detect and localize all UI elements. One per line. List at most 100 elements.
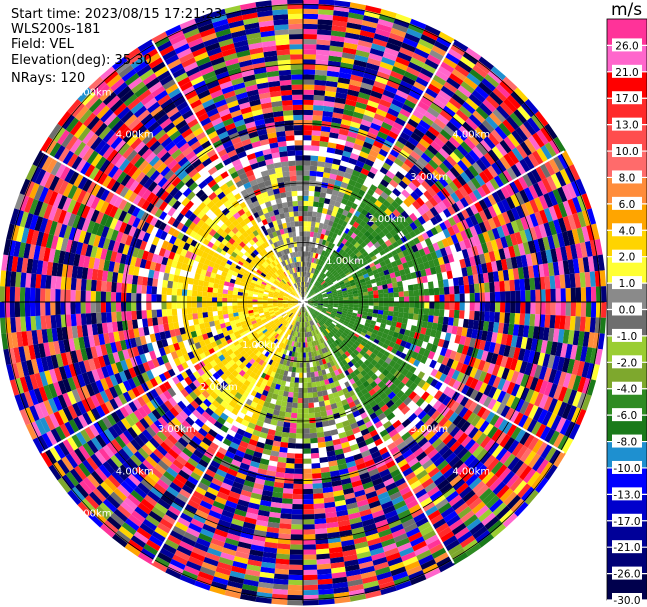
velocity-gate xyxy=(368,149,379,158)
velocity-gate xyxy=(306,367,311,373)
velocity-gate xyxy=(382,314,388,320)
velocity-gate xyxy=(449,302,455,310)
velocity-gate xyxy=(502,420,514,435)
velocity-gate xyxy=(306,282,310,288)
velocity-gate xyxy=(373,298,379,302)
velocity-gate xyxy=(517,243,526,256)
velocity-gate xyxy=(343,294,349,298)
velocity-gate xyxy=(324,198,331,205)
velocity-gate xyxy=(443,81,458,94)
velocity-gate xyxy=(288,569,303,576)
velocity-gate xyxy=(308,262,312,268)
velocity-gate xyxy=(330,314,336,319)
velocity-gate xyxy=(522,266,530,279)
velocity-gate xyxy=(282,426,290,433)
velocity-gate xyxy=(508,346,516,359)
velocity-gate xyxy=(423,261,430,270)
velocity-gate xyxy=(385,42,401,52)
velocity-gate xyxy=(318,396,324,402)
velocity-gate xyxy=(467,133,480,147)
velocity-gate xyxy=(597,254,605,271)
velocity-gate xyxy=(530,168,542,183)
velocity-gate xyxy=(405,273,412,280)
velocity-gate xyxy=(166,308,173,317)
velocity-gate xyxy=(312,295,318,299)
velocity-gate xyxy=(146,309,153,319)
velocity-gate xyxy=(472,146,484,159)
velocity-gate xyxy=(432,315,439,324)
velocity-gate xyxy=(311,216,317,223)
velocity-gate xyxy=(343,269,350,275)
velocity-gate xyxy=(523,450,537,466)
velocity-gate xyxy=(341,250,347,257)
velocity-gate xyxy=(576,360,585,377)
velocity-gate xyxy=(90,312,97,325)
velocity-gate xyxy=(316,212,322,218)
velocity-gate xyxy=(317,227,323,234)
velocity-gate xyxy=(312,298,318,300)
velocity-gate xyxy=(282,493,293,499)
velocity-gate xyxy=(508,180,520,195)
velocity-gate xyxy=(479,102,493,116)
velocity-gate xyxy=(484,311,490,322)
velocity-gate xyxy=(492,203,502,216)
velocity-gate xyxy=(548,430,560,447)
velocity-gate xyxy=(187,313,194,321)
velocity-gate xyxy=(465,217,474,228)
velocity-gate xyxy=(397,112,410,123)
velocity-gate xyxy=(455,232,464,243)
velocity-gate xyxy=(303,392,308,399)
velocity-gate xyxy=(523,433,536,448)
velocity-gate xyxy=(385,224,394,232)
velocity-gate xyxy=(362,337,369,344)
velocity-gate xyxy=(287,584,303,591)
velocity-gate xyxy=(538,394,549,409)
velocity-gate xyxy=(312,483,323,489)
velocity-gate xyxy=(311,257,315,263)
velocity-gate xyxy=(433,136,446,148)
velocity-gate xyxy=(282,488,294,494)
velocity-gate xyxy=(347,236,354,243)
velocity-gate xyxy=(357,326,364,332)
velocity-gate xyxy=(479,435,492,449)
velocity-gate xyxy=(303,190,309,196)
velocity-gate xyxy=(342,267,348,273)
velocity-gate xyxy=(378,230,386,239)
velocity-gate xyxy=(454,403,465,415)
velocity-gate xyxy=(335,314,341,319)
velocity-gate xyxy=(316,39,331,46)
velocity-gate xyxy=(372,329,379,335)
velocity-gate xyxy=(519,448,532,463)
velocity-gate xyxy=(582,377,592,395)
velocity-gate xyxy=(455,109,469,122)
velocity-gate xyxy=(544,123,558,140)
velocity-gate xyxy=(312,296,318,299)
velocity-gate xyxy=(469,337,477,348)
velocity-gate xyxy=(367,327,374,333)
velocity-gate xyxy=(444,332,452,342)
velocity-gate xyxy=(358,323,365,329)
velocity-gate xyxy=(338,128,349,136)
velocity-gate xyxy=(544,446,557,462)
velocity-gate xyxy=(313,100,325,106)
velocity-gate xyxy=(580,302,587,317)
velocity-gate xyxy=(500,355,509,368)
velocity-gate xyxy=(303,443,311,449)
velocity-gate xyxy=(491,400,502,414)
velocity-gate xyxy=(433,203,443,214)
velocity-gate xyxy=(340,231,348,239)
velocity-gate xyxy=(372,313,378,318)
velocity-gate xyxy=(423,246,431,255)
velocity-gate xyxy=(217,306,223,311)
velocity-gate xyxy=(601,302,607,318)
velocity-gate xyxy=(333,296,339,299)
velocity-gate xyxy=(550,173,562,189)
velocity-gate xyxy=(589,347,598,364)
velocity-gate xyxy=(217,310,224,316)
velocity-gate xyxy=(324,229,331,236)
velocity-gate xyxy=(524,215,534,229)
velocity-gate xyxy=(336,311,343,315)
velocity-gate xyxy=(303,54,316,60)
velocity-gate xyxy=(329,261,335,267)
velocity-gate xyxy=(526,419,538,434)
